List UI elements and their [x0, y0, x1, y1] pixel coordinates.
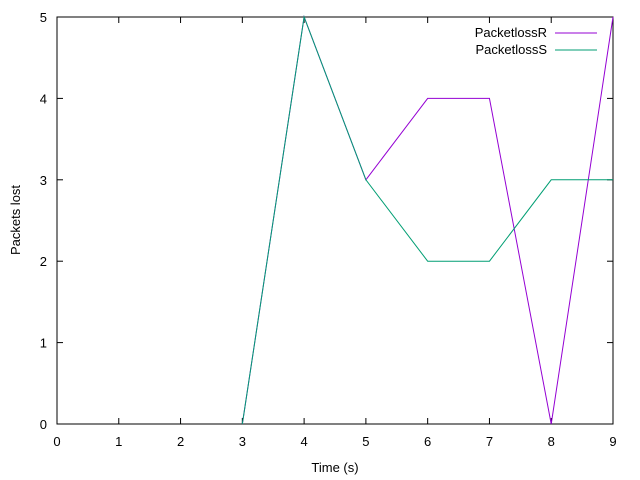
legend-label: PacketlossR: [475, 25, 547, 40]
x-tick-label: 3: [239, 434, 246, 449]
x-axis-ticks: 0 1 2 3 4 5 6 7 8 9: [53, 17, 617, 449]
y-axis-title: Packets lost: [8, 185, 23, 255]
x-tick-label: 0: [53, 434, 60, 449]
series-line-packetlossr: [241, 15, 614, 425]
x-tick-label: 1: [115, 434, 122, 449]
y-tick-label: 5: [40, 10, 47, 25]
plot-frame: [56, 16, 614, 425]
y-tick-label: 0: [40, 417, 47, 432]
y-tick-label: 1: [40, 336, 47, 351]
x-tick-label: 7: [486, 434, 493, 449]
series-line-packetlosss: [241, 15, 613, 425]
legend-label: PacketlossS: [475, 42, 547, 57]
y-axis-ticks: 0 1 2 3 4 5: [40, 10, 613, 432]
x-tick-label: 9: [609, 434, 616, 449]
y-tick-label: 4: [40, 91, 47, 106]
x-axis-title: Time (s): [311, 460, 358, 475]
y-tick-label: 3: [40, 173, 47, 188]
x-tick-label: 6: [424, 434, 431, 449]
x-tick-label: 5: [362, 434, 369, 449]
x-tick-label: 2: [177, 434, 184, 449]
y-tick-label: 2: [40, 254, 47, 269]
x-tick-label: 8: [548, 434, 555, 449]
series-layer: [241, 15, 614, 425]
x-tick-label: 4: [300, 434, 307, 449]
legend: PacketlossR PacketlossS: [475, 25, 597, 57]
